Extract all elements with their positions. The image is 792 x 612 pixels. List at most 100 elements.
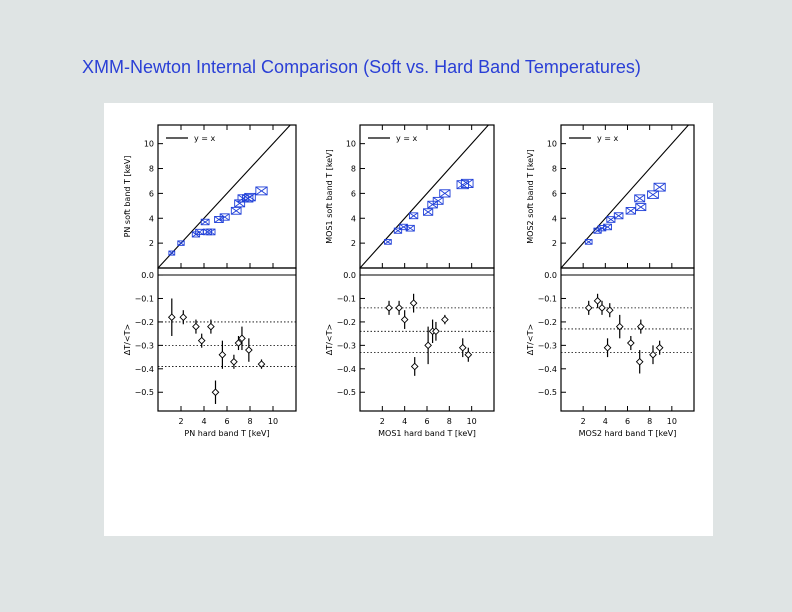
diamond-marker: [655, 343, 664, 352]
y-tick-label: 0.0: [343, 271, 356, 280]
soft-vs-hard-point: [653, 182, 666, 192]
y-tick-label: −0.5: [135, 388, 154, 397]
y-tick-label: 2: [552, 239, 557, 248]
point-error-box: [244, 192, 256, 202]
soft-vs-hard-point: [408, 212, 419, 220]
x-tick-label: 6: [625, 417, 630, 426]
soft-vs-hard-point: [635, 203, 647, 212]
diamond-marker: [167, 313, 176, 322]
y-tick-label: 6: [552, 189, 557, 198]
y-tick-label: −0.1: [538, 294, 557, 303]
point-cross: [593, 227, 602, 234]
point-error-box: [219, 213, 230, 221]
point-error-box: [405, 224, 415, 232]
point-error-box: [230, 206, 242, 215]
point-cross: [384, 239, 392, 245]
soft-vs-hard-point: [405, 224, 415, 232]
soft-vs-hard-point: [219, 213, 230, 221]
fractional-difference-point: [584, 300, 593, 315]
fractional-difference-point: [230, 354, 238, 369]
soft-vs-hard-point: [244, 192, 256, 202]
diamond-marker: [635, 357, 644, 366]
x-tick-label: 10: [467, 417, 477, 426]
point-error-box: [255, 186, 268, 196]
y-tick-label: 8: [149, 165, 154, 174]
point-error-box: [634, 194, 646, 203]
point-cross: [585, 239, 593, 245]
point-error-box: [393, 227, 403, 234]
point-cross: [634, 194, 645, 203]
point-error-box: [177, 240, 185, 246]
diamond-marker: [400, 315, 409, 324]
fractional-difference-point: [615, 314, 624, 339]
point-cross: [625, 207, 636, 215]
diamond-marker: [615, 322, 624, 331]
soft-vs-hard-point: [634, 194, 646, 203]
point-cross: [195, 228, 204, 235]
fractional-difference-point: [167, 298, 176, 336]
diamond-marker: [197, 336, 206, 345]
x-axis-label: MOS1 hard band T [keV]: [378, 429, 476, 438]
top-plot-frame: [560, 124, 695, 269]
point-error-box: [214, 216, 224, 224]
soft-vs-hard-point: [603, 223, 612, 231]
fractional-difference-point: [598, 300, 606, 315]
soft-vs-hard-point: [606, 216, 616, 223]
fractional-difference-point: [400, 310, 409, 329]
point-cross: [606, 216, 616, 223]
diamond-marker: [409, 299, 418, 308]
fractional-difference-point: [245, 338, 253, 362]
soft-vs-hard-point: [613, 212, 624, 220]
top-plot-frame: [359, 124, 495, 269]
point-cross: [231, 207, 242, 215]
identity-line: [560, 124, 689, 269]
diamond-marker: [218, 350, 227, 359]
x-tick-label: 8: [647, 417, 652, 426]
fractional-difference-point: [605, 303, 614, 318]
y-tick-label: −0.1: [135, 294, 154, 303]
soft-vs-hard-point: [200, 218, 210, 226]
fractional-difference-point: [464, 347, 473, 362]
identity-line: [157, 124, 291, 269]
x-tick-label: 10: [268, 417, 278, 426]
diamond-marker: [238, 334, 246, 343]
x-tick-label: 4: [402, 417, 407, 426]
y-axis-label-top: PN soft band T [keV]: [123, 156, 132, 238]
point-error-box: [635, 203, 647, 212]
point-error-box: [603, 223, 612, 231]
y-tick-label: 8: [552, 165, 557, 174]
fractional-difference-point: [238, 326, 246, 351]
y-tick-label: −0.2: [538, 318, 557, 327]
fractional-difference-point: [424, 326, 432, 365]
point-error-box: [200, 218, 210, 226]
x-tick-label: 8: [247, 417, 252, 426]
point-error-box: [606, 216, 616, 223]
y-tick-label: −0.2: [135, 318, 154, 327]
diamond-marker: [636, 322, 645, 331]
point-error-box: [408, 212, 419, 220]
fractional-difference-point: [636, 319, 645, 334]
y-tick-label: −0.2: [337, 318, 356, 327]
bottom-plot-frame: [560, 267, 695, 412]
diamond-marker: [207, 322, 215, 331]
point-cross: [177, 240, 185, 246]
y-tick-label: 4: [149, 214, 154, 223]
fractional-difference-point: [395, 300, 403, 315]
diamond-marker: [649, 350, 657, 359]
soft-vs-hard-point: [206, 228, 216, 236]
fractional-difference-point: [192, 319, 200, 334]
point-error-box: [432, 196, 444, 205]
point-cross: [200, 218, 210, 226]
y-tick-label: 6: [351, 189, 356, 198]
point-error-box: [423, 208, 434, 216]
point-error-box: [206, 228, 216, 236]
fractional-difference-point: [441, 314, 449, 325]
y-tick-label: −0.4: [337, 365, 356, 374]
point-cross: [614, 212, 624, 220]
fractional-difference-point: [603, 338, 612, 358]
y-tick-label: −0.4: [135, 365, 154, 374]
diamond-marker: [584, 304, 593, 312]
x-tick-label: 8: [447, 417, 452, 426]
